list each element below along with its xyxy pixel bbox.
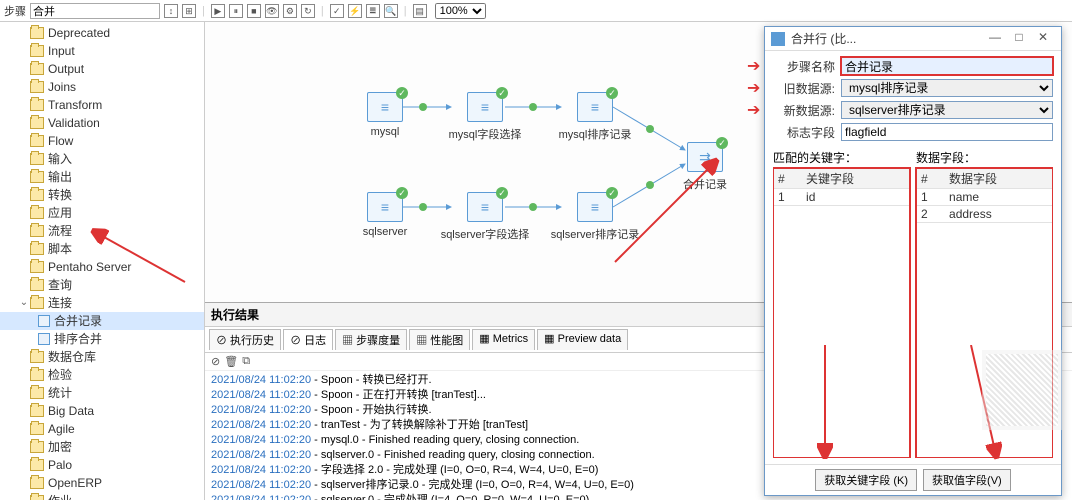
replay-icon[interactable]: ↻ [301, 4, 315, 18]
flag-field-label: 标志字段 [773, 124, 835, 141]
log-delete-icon[interactable]: 🗑 [224, 355, 238, 368]
old-source-select[interactable]: mysql排序记录 [841, 79, 1053, 97]
log-clear-icon[interactable]: ⊘ [211, 355, 220, 368]
annotation-arrow-1 [65, 222, 245, 302]
tree-item[interactable]: 数据仓库 [0, 348, 204, 366]
new-source-select[interactable]: sqlserver排序记录 [841, 101, 1053, 119]
step-name-label: 步骤名称 [773, 58, 835, 75]
results-tab[interactable]: ▦ Metrics [472, 329, 535, 350]
annotation-arrow-icon: ➔ [747, 107, 760, 115]
data-fields-title: 数据字段： [916, 149, 1053, 166]
explore-icon[interactable]: 🔍 [384, 4, 398, 18]
tree-item[interactable]: Agile [0, 420, 204, 438]
pause-icon[interactable]: ⏸ [229, 4, 243, 18]
tree-item[interactable]: Output [0, 60, 204, 78]
qrcode-watermark [982, 350, 1062, 430]
tree-item[interactable]: 转换 [0, 186, 204, 204]
dialog-titlebar[interactable]: 合并行 (比... — □ ✕ [765, 27, 1061, 51]
tree-item[interactable]: 检验 [0, 366, 204, 384]
flag-field-input[interactable] [841, 123, 1053, 141]
step-node[interactable]: ✓mysql字段选择 [435, 92, 535, 142]
tree-item[interactable]: 统计 [0, 384, 204, 402]
dialog-icon [771, 32, 785, 46]
tree-icon[interactable]: ↕ [164, 4, 178, 18]
debug-icon[interactable]: ⚙ [283, 4, 297, 18]
expand-icon[interactable]: ⊞ [182, 4, 196, 18]
annotation-arrow-2 [605, 152, 745, 272]
dialog-title: 合并行 (比... [791, 30, 983, 47]
step-search-input[interactable] [30, 3, 160, 19]
verify-icon[interactable]: ✓ [330, 4, 344, 18]
tree-item[interactable]: 作业 [0, 492, 204, 500]
results-tab[interactable]: ▦ Preview data [537, 329, 628, 350]
preview-icon[interactable]: 👁 [265, 4, 279, 18]
tree-item[interactable]: 应用 [0, 204, 204, 222]
zoom-select[interactable]: 100% [435, 3, 486, 19]
annotation-arrow-icon: ➔ [747, 85, 760, 93]
annotation-arrow-3 [795, 345, 855, 465]
results-tab[interactable]: ▦ 步骤度量 [335, 329, 407, 350]
step-node[interactable]: ✓mysql排序记录 [545, 92, 645, 142]
new-source-label: 新数据源: [773, 102, 835, 119]
close-button[interactable]: ✕ [1031, 30, 1055, 48]
get-key-fields-button[interactable]: 获取关键字段 (K) [815, 469, 917, 491]
old-source-label: 旧数据源: [773, 80, 835, 97]
tree-item[interactable]: Joins [0, 78, 204, 96]
tree-item[interactable]: OpenERP [0, 474, 204, 492]
annotation-arrow-icon: ➔ [747, 63, 760, 71]
stop-icon[interactable]: ■ [247, 4, 261, 18]
results-tab[interactable]: ▦ 性能图 [409, 329, 470, 350]
tree-item[interactable]: 输出 [0, 168, 204, 186]
tree-item[interactable]: Palo [0, 456, 204, 474]
tree-item[interactable]: 输入 [0, 150, 204, 168]
log-settings-icon[interactable]: ⧉ [242, 355, 250, 368]
sql-icon[interactable]: 𝄜 [366, 4, 380, 18]
step-name-input[interactable] [841, 57, 1053, 75]
tree-item[interactable]: Validation [0, 114, 204, 132]
tree-item[interactable]: Big Data [0, 402, 204, 420]
results-tab[interactable]: ⊘ 执行历史 [209, 329, 281, 350]
tree-item[interactable]: Flow [0, 132, 204, 150]
tree-item[interactable]: Input [0, 42, 204, 60]
tree-item[interactable]: 排序合并 [0, 330, 204, 348]
step-label: 步骤 [4, 3, 26, 19]
tree-item[interactable]: 合并记录 [0, 312, 204, 330]
tree-item[interactable]: 加密 [0, 438, 204, 456]
step-node[interactable]: ✓sqlserver字段选择 [435, 192, 535, 242]
results-tab[interactable]: ⊘ 日志 [283, 329, 333, 350]
tree-item[interactable]: Deprecated [0, 24, 204, 42]
keys-title: 匹配的关键字： [773, 149, 910, 166]
minimize-button[interactable]: — [983, 30, 1007, 48]
get-value-fields-button[interactable]: 获取值字段(V) [923, 469, 1011, 491]
step-node[interactable]: ✓sqlserver [355, 192, 415, 238]
top-toolbar: 步骤 ↕ ⊞ | ▶ ⏸ ■ 👁 ⚙ ↻ | ✓ ⚡ 𝄜 🔍 | ▤ 100% [0, 0, 1072, 22]
run-icon[interactable]: ▶ [211, 4, 225, 18]
show-results-icon[interactable]: ▤ [413, 4, 427, 18]
step-node[interactable]: ✓mysql [355, 92, 415, 138]
maximize-button[interactable]: □ [1007, 30, 1031, 48]
tree-item[interactable]: Transform [0, 96, 204, 114]
impact-icon[interactable]: ⚡ [348, 4, 362, 18]
zoom-control[interactable]: 100% [435, 3, 486, 19]
